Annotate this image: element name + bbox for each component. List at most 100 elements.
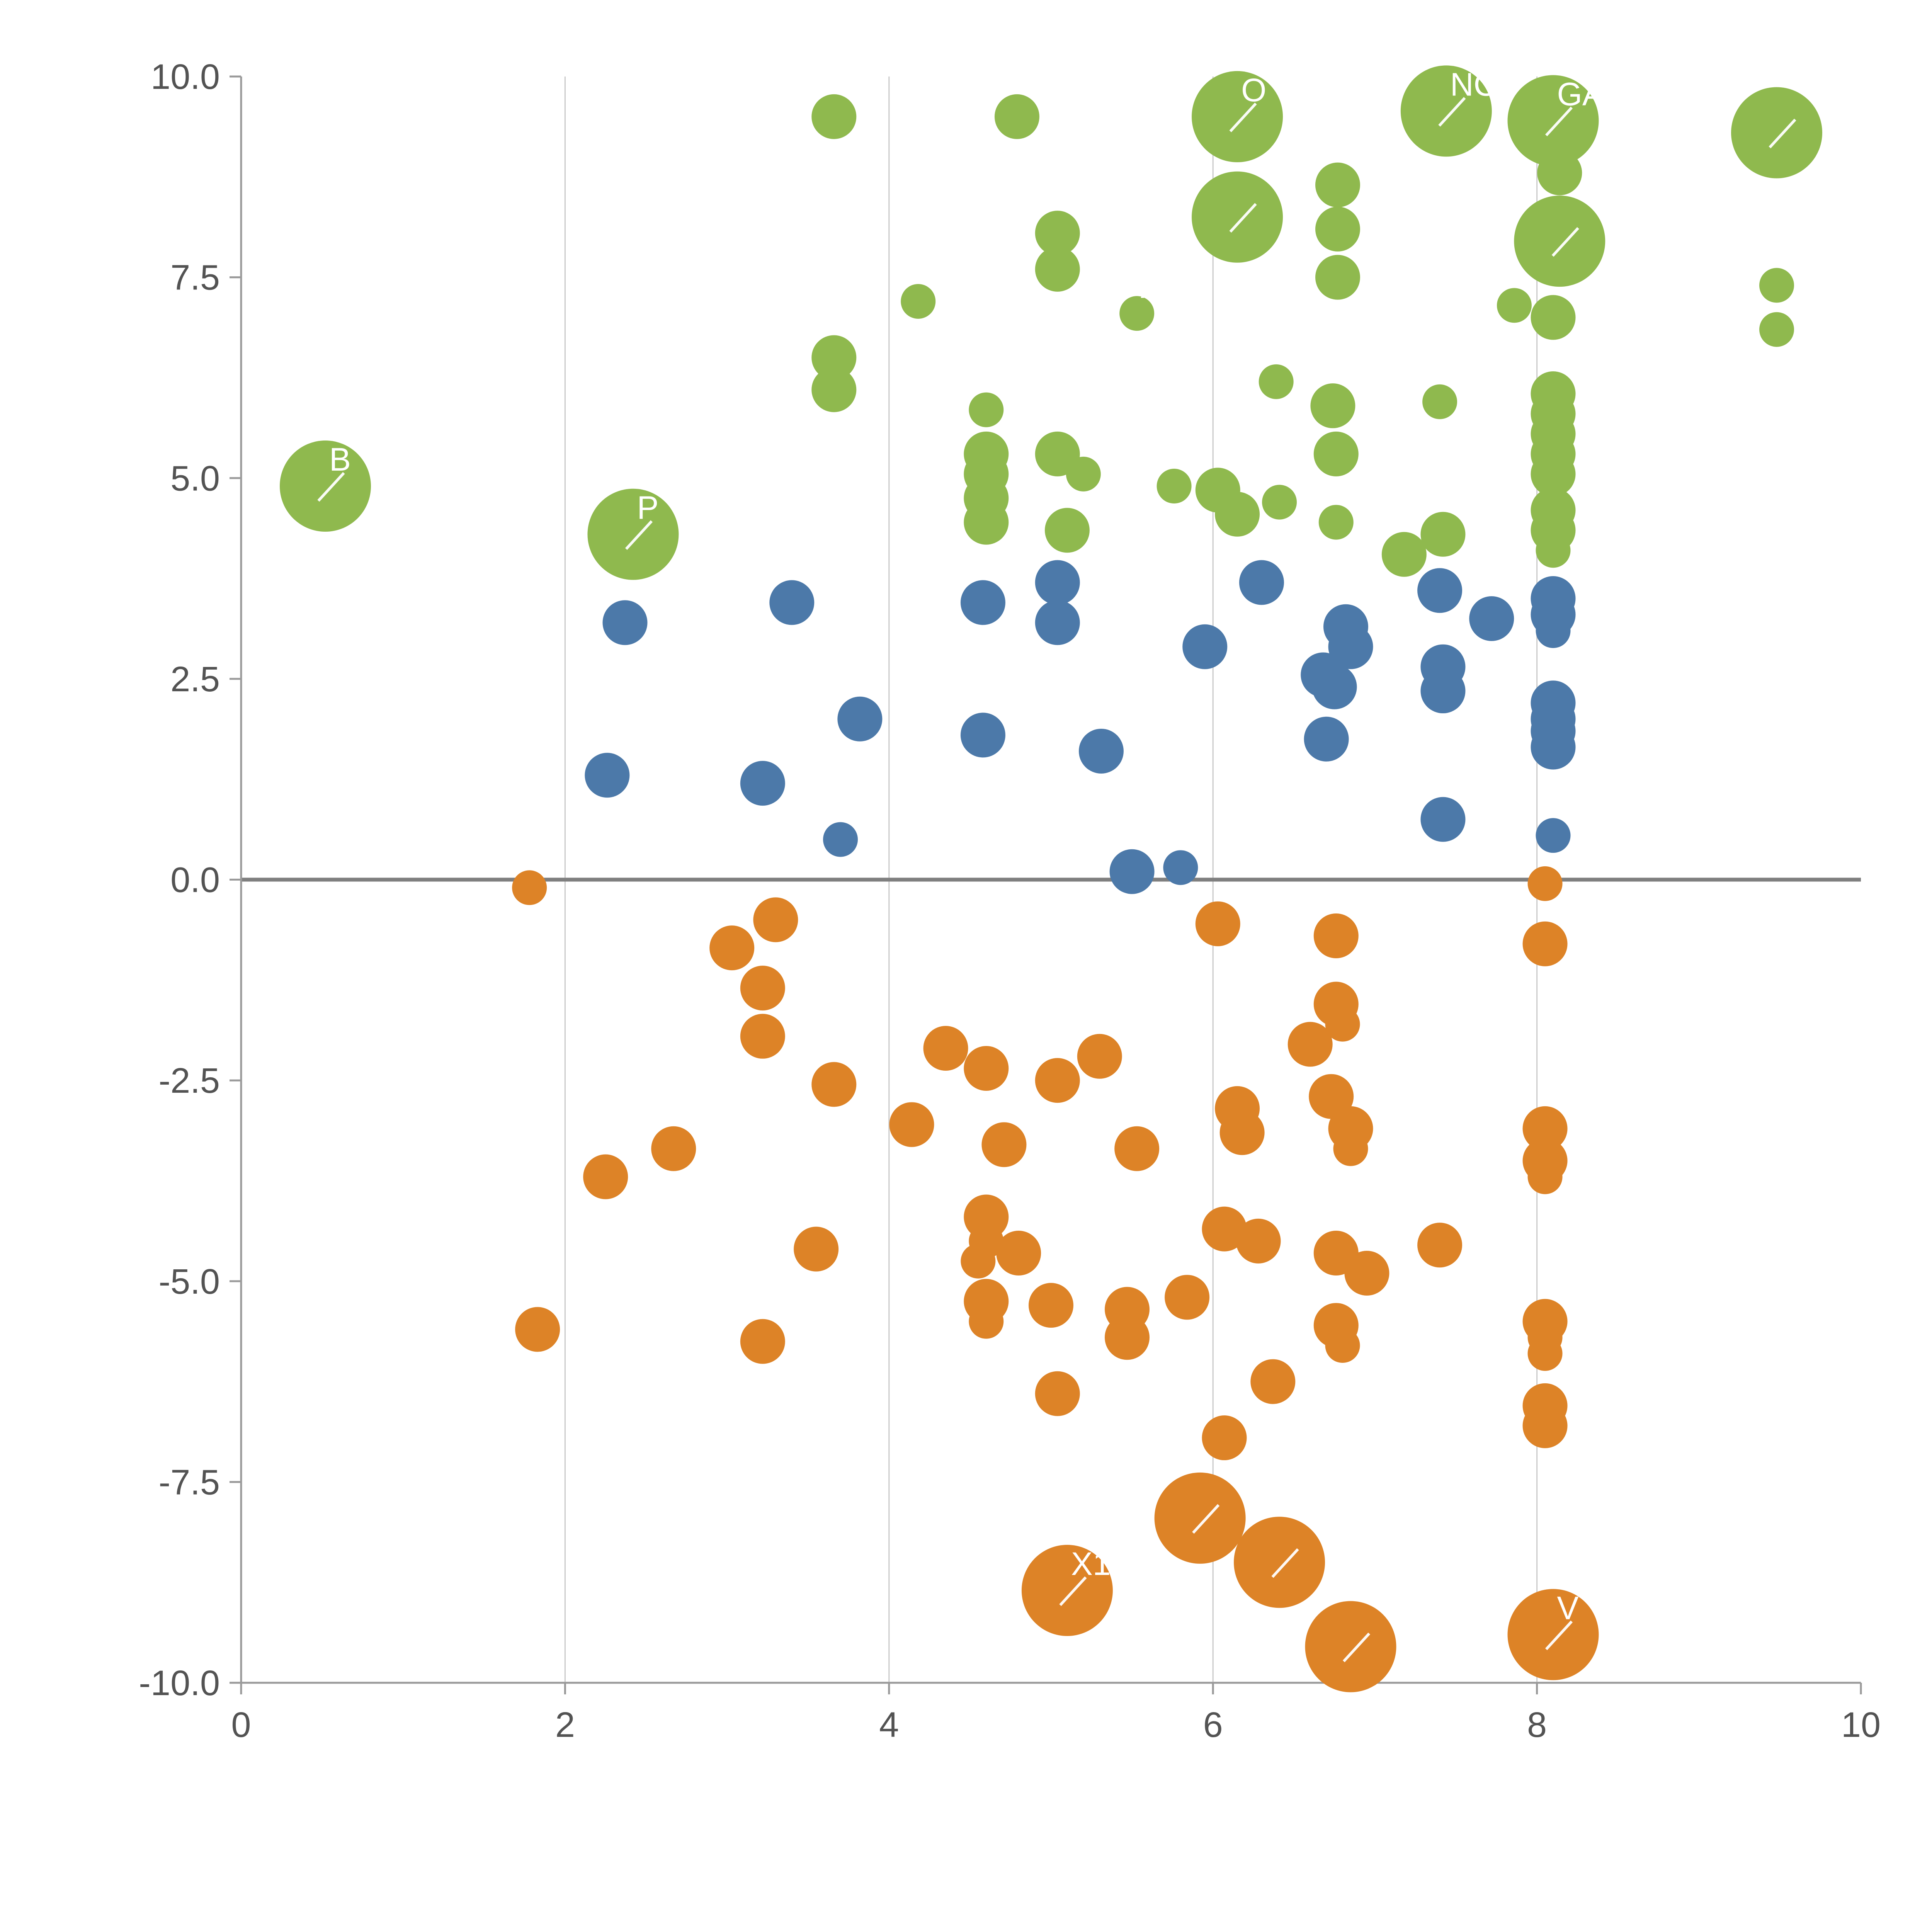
blue-data-point[interactable] <box>1469 596 1514 641</box>
green-data-point[interactable] <box>1497 288 1532 323</box>
blue-data-point[interactable] <box>1035 560 1080 605</box>
orange-data-point[interactable] <box>515 1307 560 1352</box>
green-data-point[interactable] <box>1536 533 1571 568</box>
green-data-point[interactable] <box>1215 492 1260 537</box>
green-data-point[interactable] <box>811 367 857 412</box>
orange-data-point[interactable] <box>1029 1283 1073 1328</box>
orange-data-point[interactable] <box>1105 1315 1150 1360</box>
orange-data-point[interactable] <box>1077 1034 1122 1079</box>
green-data-point[interactable] <box>1422 384 1458 419</box>
green-data-point[interactable] <box>1381 532 1427 577</box>
orange-data-point[interactable] <box>1035 1058 1080 1103</box>
orange-data-point[interactable] <box>1234 1517 1325 1608</box>
orange-data-point[interactable] <box>923 1026 968 1071</box>
orange-data-point[interactable] <box>651 1126 696 1171</box>
green-data-point[interactable] <box>811 94 857 139</box>
orange-data-point[interactable] <box>1287 1022 1333 1067</box>
blue-data-point[interactable] <box>1420 668 1466 714</box>
blue-data-point[interactable] <box>837 696 883 742</box>
blue-data-point[interactable] <box>1239 560 1284 605</box>
blue-data-point[interactable] <box>1163 850 1198 885</box>
blue-data-point[interactable] <box>1078 728 1124 774</box>
blue-data-point[interactable] <box>740 761 785 806</box>
orange-data-point[interactable] <box>811 1062 857 1107</box>
green-data-point[interactable] <box>1066 456 1101 492</box>
orange-data-point[interactable] <box>1035 1371 1080 1416</box>
green-data-point[interactable] <box>1035 247 1080 292</box>
green-data-point[interactable] <box>1420 512 1466 557</box>
green-data-point[interactable] <box>1514 196 1605 287</box>
orange-data-point[interactable] <box>1154 1472 1246 1564</box>
blue-data-point[interactable] <box>1328 624 1373 669</box>
blue-data-point[interactable] <box>769 580 815 625</box>
orange-data-point[interactable] <box>740 1014 785 1059</box>
green-data-point[interactable] <box>1035 211 1080 256</box>
orange-data-point[interactable] <box>889 1102 934 1147</box>
orange-data-point[interactable] <box>1344 1250 1389 1296</box>
orange-data-point[interactable] <box>1325 1328 1360 1363</box>
orange-data-point[interactable] <box>1325 1007 1360 1042</box>
blue-data-point[interactable] <box>1312 664 1357 709</box>
orange-data-point[interactable] <box>753 897 798 942</box>
green-data-point[interactable] <box>1156 469 1192 504</box>
blue-data-point[interactable] <box>960 580 1005 625</box>
orange-data-point[interactable] <box>1507 1589 1599 1680</box>
blue-data-point[interactable] <box>1536 818 1571 853</box>
orange-data-point[interactable] <box>1333 1131 1368 1166</box>
orange-data-point[interactable] <box>1313 913 1359 958</box>
orange-data-point[interactable] <box>1165 1275 1210 1320</box>
green-data-point[interactable] <box>1259 364 1294 399</box>
blue-data-point[interactable] <box>823 822 858 857</box>
orange-data-point[interactable] <box>981 1122 1027 1167</box>
green-data-point[interactable] <box>1759 312 1794 347</box>
blue-data-point[interactable] <box>960 713 1005 758</box>
orange-data-point[interactable] <box>740 966 785 1011</box>
green-data-point[interactable] <box>1315 162 1360 207</box>
green-data-point[interactable] <box>964 500 1009 545</box>
green-data-point[interactable] <box>1310 383 1355 429</box>
green-data-point[interactable] <box>279 440 371 532</box>
green-data-point[interactable] <box>1315 206 1360 252</box>
green-data-point[interactable] <box>969 392 1004 427</box>
orange-data-point[interactable] <box>1202 1415 1247 1461</box>
green-data-point[interactable] <box>1507 75 1599 167</box>
green-data-point[interactable] <box>994 94 1039 139</box>
orange-data-point[interactable] <box>512 870 547 905</box>
green-data-point[interactable] <box>1119 296 1155 331</box>
orange-data-point[interactable] <box>1417 1223 1463 1268</box>
blue-data-point[interactable] <box>1182 624 1228 669</box>
green-data-point[interactable] <box>1400 65 1492 157</box>
green-data-point[interactable] <box>901 284 936 319</box>
orange-data-point[interactable] <box>1522 1106 1568 1151</box>
green-data-point[interactable] <box>1044 508 1090 553</box>
orange-data-point[interactable] <box>1527 866 1563 901</box>
green-data-point[interactable] <box>1262 485 1297 520</box>
blue-data-point[interactable] <box>1304 716 1349 762</box>
blue-data-point[interactable] <box>1417 568 1463 613</box>
green-data-point[interactable] <box>1318 505 1354 540</box>
green-data-point[interactable] <box>587 488 679 580</box>
blue-data-point[interactable] <box>1109 849 1155 894</box>
blue-data-point[interactable] <box>585 753 630 798</box>
orange-data-point[interactable] <box>1236 1218 1281 1264</box>
orange-data-point[interactable] <box>1305 1601 1396 1692</box>
green-data-point[interactable] <box>1759 268 1794 303</box>
green-data-point[interactable] <box>1531 451 1576 497</box>
orange-data-point[interactable] <box>1195 901 1240 946</box>
orange-data-point[interactable] <box>1309 1074 1354 1119</box>
orange-data-point[interactable] <box>1527 1159 1563 1194</box>
blue-data-point[interactable] <box>602 600 648 645</box>
green-data-point[interactable] <box>1537 150 1582 196</box>
blue-data-point[interactable] <box>1531 724 1576 770</box>
blue-data-point[interactable] <box>1035 600 1080 645</box>
blue-data-point[interactable] <box>1420 797 1466 842</box>
green-data-point[interactable] <box>1731 87 1823 179</box>
orange-data-point[interactable] <box>1219 1110 1265 1155</box>
orange-data-point[interactable] <box>969 1304 1004 1339</box>
orange-data-point[interactable] <box>1021 1544 1113 1636</box>
blue-data-point[interactable] <box>1536 613 1571 648</box>
orange-data-point[interactable] <box>996 1231 1041 1276</box>
green-data-point[interactable] <box>1192 71 1283 162</box>
orange-data-point[interactable] <box>583 1154 628 1199</box>
orange-data-point[interactable] <box>1527 1336 1563 1371</box>
